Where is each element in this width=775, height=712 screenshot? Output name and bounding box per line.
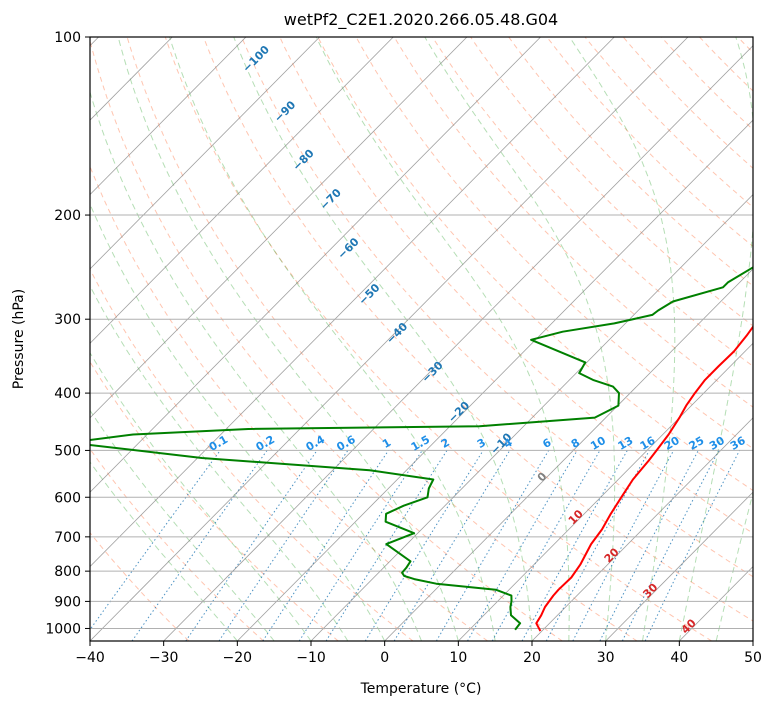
x-axis-label: Temperature (°C) (360, 681, 482, 697)
x-tick-label: 0 (380, 650, 389, 666)
x-tick-label: −30 (149, 650, 179, 666)
x-tick-label: 40 (670, 650, 688, 666)
x-tick-label: 20 (523, 650, 541, 666)
y-tick-label: 100 (54, 30, 81, 46)
x-tick-label: 50 (744, 650, 762, 666)
y-tick-label: 700 (54, 530, 81, 546)
y-tick-label: 800 (54, 564, 81, 580)
chart-title: wetPf2_C2E1.2020.266.05.48.G04 (284, 10, 558, 30)
y-tick-label: 300 (54, 312, 81, 328)
y-tick-label: 900 (54, 594, 81, 610)
x-tick-label: −10 (296, 650, 326, 666)
y-tick-label: 1000 (45, 621, 81, 637)
x-tick-label: −20 (223, 650, 253, 666)
y-tick-label: 600 (54, 490, 81, 506)
y-tick-label: 400 (54, 386, 81, 402)
x-tick-label: −40 (75, 650, 105, 666)
x-tick-label: 30 (597, 650, 615, 666)
y-axis-label: Pressure (hPa) (11, 289, 27, 389)
y-tick-label: 200 (54, 208, 81, 224)
x-tick-label: 10 (449, 650, 467, 666)
plot-background (90, 37, 753, 641)
y-tick-label: 500 (54, 443, 81, 459)
